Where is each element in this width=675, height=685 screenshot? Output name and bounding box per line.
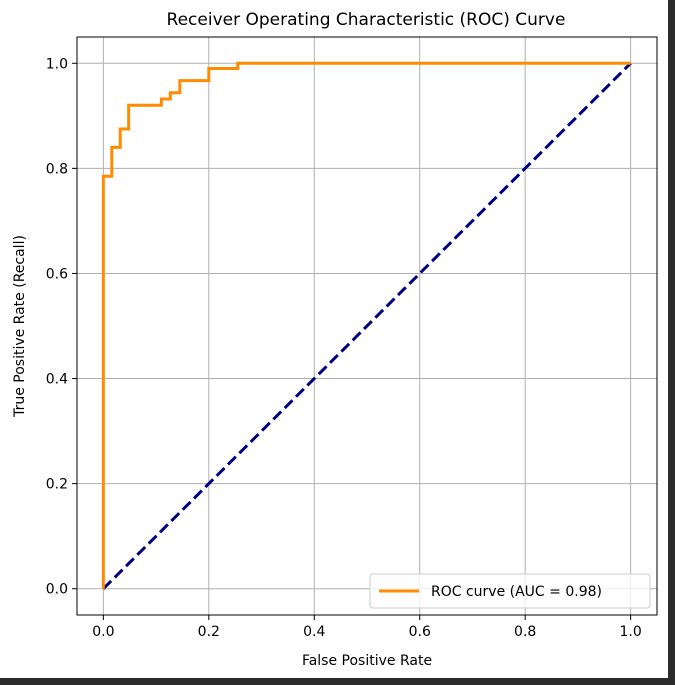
series-layer <box>101 61 632 590</box>
legend: ROC curve (AUC = 0.98) <box>369 573 651 609</box>
window-edge-right <box>668 0 675 685</box>
x-tick-label: 0.2 <box>198 624 220 640</box>
x-tick-label: 0.4 <box>303 624 325 640</box>
x-tick-label: 1.0 <box>620 624 642 640</box>
x-tick-label: 0.0 <box>92 624 114 640</box>
y-axis-ticks: 0.0 0.2 0.4 0.6 0.8 1.0 <box>46 56 77 598</box>
x-tick-label: 0.6 <box>409 624 431 640</box>
plot-frame <box>76 36 658 616</box>
y-tick-label: 1.0 <box>46 56 68 72</box>
x-axis-ticks: 0.0 0.2 0.4 0.6 0.8 1.0 <box>92 615 642 640</box>
chart-title: Receiver Operating Characteristic (ROC) … <box>167 10 566 30</box>
y-tick-label: 0.4 <box>46 372 68 388</box>
roc-curve-line <box>101 61 631 589</box>
y-tick-label: 0.0 <box>46 582 68 598</box>
legend-box <box>369 573 651 609</box>
chance-diagonal-line <box>102 62 632 590</box>
y-tick-label: 0.6 <box>46 266 68 282</box>
legend-label-roc: ROC curve (AUC = 0.98) <box>431 584 602 600</box>
y-tick-label: 0.8 <box>46 161 68 177</box>
y-axis-label: True Positive Rate (Recall) <box>12 235 28 418</box>
grid <box>77 37 657 615</box>
window-edge-bottom <box>0 678 675 685</box>
y-tick-label: 0.2 <box>46 477 68 493</box>
x-tick-label: 0.8 <box>514 624 536 640</box>
x-axis-label: False Positive Rate <box>302 653 432 669</box>
